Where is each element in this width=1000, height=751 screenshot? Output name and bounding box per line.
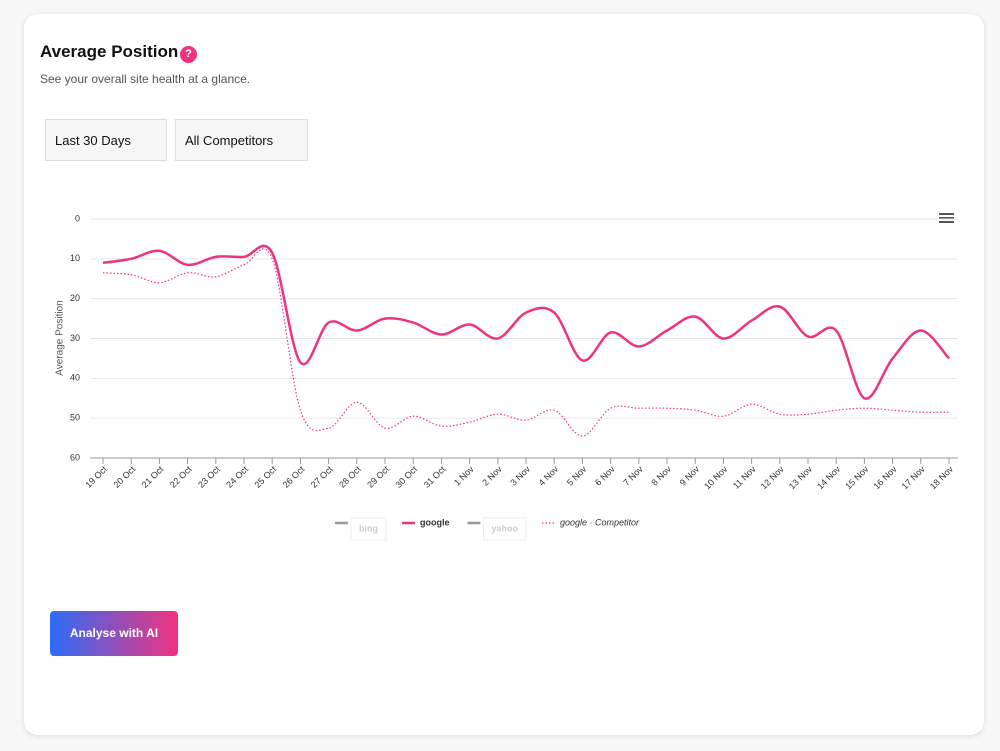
analyse-button[interactable]: Analyse with AI xyxy=(50,611,178,656)
menu-bar xyxy=(939,221,954,223)
legend-item[interactable]: yahoo xyxy=(467,517,527,541)
date-filter[interactable]: Last 30 Days xyxy=(45,119,167,161)
x-tick-label: 11 Nov xyxy=(731,464,758,491)
x-tick-label: 2 Nov xyxy=(480,464,504,488)
legend-item[interactable]: bing xyxy=(335,517,387,541)
x-tick-label: 3 Nov xyxy=(508,464,532,488)
x-tick-label: 12 Nov xyxy=(759,464,787,492)
help-icon[interactable]: ? xyxy=(180,46,197,63)
menu-bar xyxy=(939,213,954,215)
y-tick-label: 50 xyxy=(70,413,80,423)
y-tick-label: 40 xyxy=(70,373,80,383)
x-tick-label: 1 Nov xyxy=(452,464,476,488)
x-tick-label: 30 Oct xyxy=(393,464,419,490)
x-tick-label: 26 Oct xyxy=(281,464,307,490)
x-tick-label: 27 Oct xyxy=(309,464,335,490)
x-tick-label: 28 Oct xyxy=(337,464,363,490)
competitor-filter[interactable]: All Competitors xyxy=(175,119,308,161)
x-tick-label: 18 Nov xyxy=(928,464,956,492)
x-tick-label: 20 Oct xyxy=(111,464,137,490)
x-tick-label: 14 Nov xyxy=(815,464,843,492)
y-tick-label: 60 xyxy=(70,452,80,462)
legend-label: yahoo xyxy=(492,523,519,533)
x-tick-label: 5 Nov xyxy=(565,464,589,488)
x-tick-label: 4 Nov xyxy=(537,464,561,488)
y-tick-label: 10 xyxy=(70,253,80,263)
x-tick-label: 19 Oct xyxy=(83,464,109,490)
legend-box xyxy=(350,517,387,541)
x-tick-label: 7 Nov xyxy=(621,464,645,488)
subtitle: See your overall site health at a glance… xyxy=(40,72,251,86)
x-tick-label: 16 Nov xyxy=(871,464,899,492)
x-tick-label: 23 Oct xyxy=(196,464,222,490)
x-tick-label: 9 Nov xyxy=(678,464,702,488)
x-tick-label: 22 Oct xyxy=(168,464,194,490)
x-tick-label: 8 Nov xyxy=(649,464,673,488)
x-tick-label: 25 Oct xyxy=(252,464,278,490)
x-tick-label: 29 Oct xyxy=(365,464,391,490)
menu-icon[interactable] xyxy=(939,213,954,223)
y-axis-label: Average Position xyxy=(55,300,66,375)
y-tick-label: 0 xyxy=(75,213,80,223)
legend-label: google xyxy=(420,517,450,527)
x-tick-label: 31 Oct xyxy=(422,464,448,490)
x-tick-label: 13 Nov xyxy=(787,464,815,492)
x-tick-label: 21 Oct xyxy=(140,464,166,490)
legend-item[interactable]: google · Competitor xyxy=(542,517,640,527)
card: Average Position ? See your overall site… xyxy=(24,14,984,735)
legend-item[interactable]: google xyxy=(402,517,450,527)
x-tick-label: 6 Nov xyxy=(593,464,617,488)
x-tick-label: 15 Nov xyxy=(843,464,871,492)
legend-label: bing xyxy=(359,523,378,533)
series-line xyxy=(102,244,950,400)
y-tick-label: 20 xyxy=(70,293,80,303)
x-tick-label: 24 Oct xyxy=(224,464,250,490)
x-tick-label: 17 Nov xyxy=(900,464,928,492)
legend-box xyxy=(483,517,527,541)
title: Average Position xyxy=(40,42,179,61)
y-tick-label: 30 xyxy=(70,333,80,343)
legend-label: google · Competitor xyxy=(560,517,640,527)
series-line xyxy=(102,248,950,437)
menu-bar xyxy=(939,217,954,219)
x-tick-label: 10 Nov xyxy=(702,464,730,492)
